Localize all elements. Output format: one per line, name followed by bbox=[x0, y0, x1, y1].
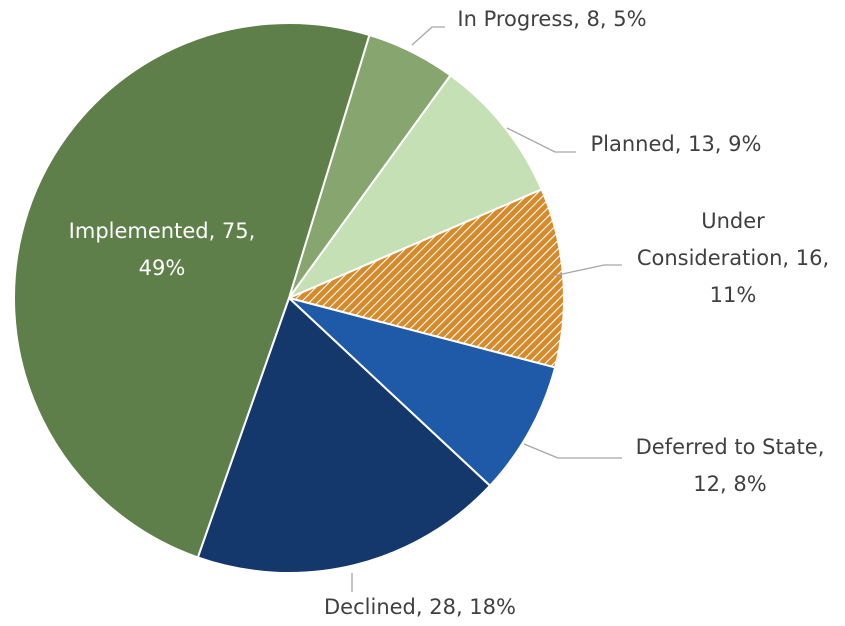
pie-slice bbox=[285, 188, 565, 369]
pie-slice bbox=[13, 21, 371, 559]
data-label: Planned, 13, 9% bbox=[591, 132, 762, 156]
data-label: Deferred to State, 12, 8% bbox=[636, 435, 825, 496]
data-label: Implemented, 75, 49% bbox=[69, 219, 256, 280]
pie-slice bbox=[196, 296, 492, 574]
leader-line bbox=[552, 264, 622, 277]
data-label: In Progress, 8, 5% bbox=[457, 7, 646, 31]
leader-line bbox=[523, 443, 622, 459]
leader-line bbox=[506, 127, 576, 153]
pie-slice bbox=[286, 73, 543, 301]
pie-slice bbox=[288, 297, 557, 488]
data-label: Declined, 28, 18% bbox=[324, 595, 516, 619]
leader-line bbox=[411, 26, 445, 46]
data-label: Under Consideration, 16, 11% bbox=[637, 209, 829, 307]
